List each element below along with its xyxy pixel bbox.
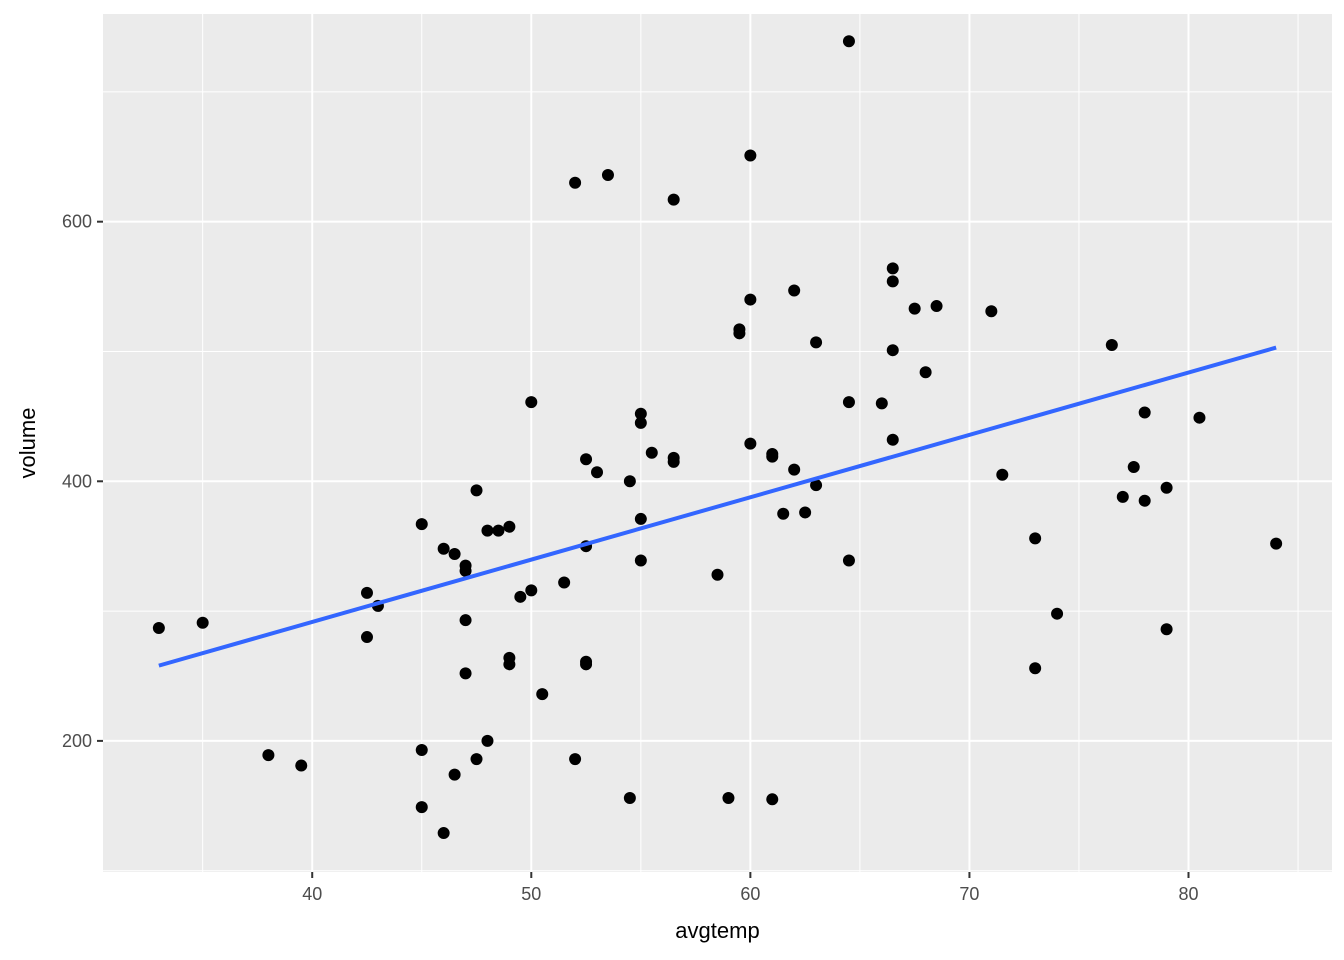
data-point	[1127, 461, 1140, 474]
data-point	[360, 631, 373, 644]
data-point	[196, 616, 209, 629]
data-point	[360, 586, 373, 599]
data-point	[810, 336, 823, 349]
regression-line-group	[158, 345, 1277, 668]
data-point	[886, 262, 899, 275]
data-point	[415, 518, 428, 531]
data-point	[152, 621, 165, 634]
data-point	[766, 793, 779, 806]
data-point	[634, 407, 647, 420]
x-tick-label: 50	[521, 884, 541, 904]
data-point	[1116, 490, 1129, 503]
data-point	[448, 547, 461, 560]
data-point	[415, 801, 428, 814]
data-point	[777, 507, 790, 520]
data-point	[733, 327, 746, 340]
data-point	[470, 753, 483, 766]
axes: 40 50 60 70 80 200 400 600	[62, 212, 1199, 904]
data-point	[448, 768, 461, 781]
data-point	[514, 590, 527, 603]
data-point	[919, 366, 932, 379]
data-point	[645, 446, 658, 459]
data-point	[558, 576, 571, 589]
data-point	[886, 433, 899, 446]
data-point	[1029, 532, 1042, 545]
y-axis-title: volume	[15, 408, 40, 479]
data-point	[634, 512, 647, 525]
data-point	[580, 453, 593, 466]
data-point	[788, 463, 801, 476]
data-point	[886, 344, 899, 357]
data-point	[810, 479, 823, 492]
data-point	[744, 293, 757, 306]
x-tick-label: 40	[302, 884, 322, 904]
data-point	[470, 484, 483, 497]
minor-gridlines	[103, 14, 1332, 872]
data-point	[525, 396, 538, 409]
data-point	[908, 302, 921, 315]
x-axis-title: avgtemp	[675, 918, 759, 943]
data-points	[152, 35, 1283, 840]
data-point	[875, 397, 888, 410]
data-point	[580, 658, 593, 671]
data-point	[525, 584, 538, 597]
regression-line	[158, 345, 1277, 668]
data-point	[711, 568, 724, 581]
y-tick-label: 600	[62, 212, 92, 232]
x-tick-label: 80	[1178, 884, 1198, 904]
data-point	[930, 300, 943, 313]
y-tick-label: 200	[62, 731, 92, 751]
data-point	[459, 667, 472, 680]
data-point	[492, 524, 505, 537]
data-point	[503, 520, 516, 533]
data-point	[667, 455, 680, 468]
data-point	[1051, 607, 1064, 620]
data-point	[415, 743, 428, 756]
data-point	[1193, 411, 1206, 424]
data-point	[1029, 662, 1042, 675]
data-point	[744, 437, 757, 450]
data-point	[1138, 406, 1151, 419]
data-point	[569, 753, 582, 766]
data-point	[591, 466, 604, 479]
data-point	[1160, 481, 1173, 494]
data-point	[1138, 494, 1151, 507]
y-tick-label: 400	[62, 471, 92, 491]
data-point	[744, 149, 757, 162]
data-point	[481, 734, 494, 747]
data-point	[437, 542, 450, 555]
data-point	[459, 614, 472, 627]
data-point	[295, 759, 308, 772]
data-point	[799, 506, 812, 519]
data-point	[766, 450, 779, 463]
data-point	[481, 524, 494, 537]
data-point	[634, 416, 647, 429]
data-point	[722, 792, 735, 805]
data-point	[985, 305, 998, 318]
plot-panel	[103, 14, 1332, 872]
x-tick-label: 70	[959, 884, 979, 904]
data-point	[667, 193, 680, 206]
data-point	[1105, 338, 1118, 351]
data-point	[842, 35, 855, 48]
data-point	[601, 168, 614, 181]
data-point	[842, 396, 855, 409]
data-point	[1160, 623, 1173, 636]
data-point	[788, 284, 801, 297]
x-tick-label: 60	[740, 884, 760, 904]
data-point	[842, 554, 855, 567]
data-point	[569, 176, 582, 189]
data-point	[1270, 537, 1283, 550]
data-point	[634, 554, 647, 567]
data-point	[886, 275, 899, 288]
data-point	[459, 564, 472, 577]
data-point	[623, 475, 636, 488]
data-point	[437, 827, 450, 840]
data-point	[503, 658, 516, 671]
data-point	[262, 749, 275, 762]
data-point	[996, 468, 1009, 481]
data-point	[623, 792, 636, 805]
data-point	[536, 688, 549, 701]
